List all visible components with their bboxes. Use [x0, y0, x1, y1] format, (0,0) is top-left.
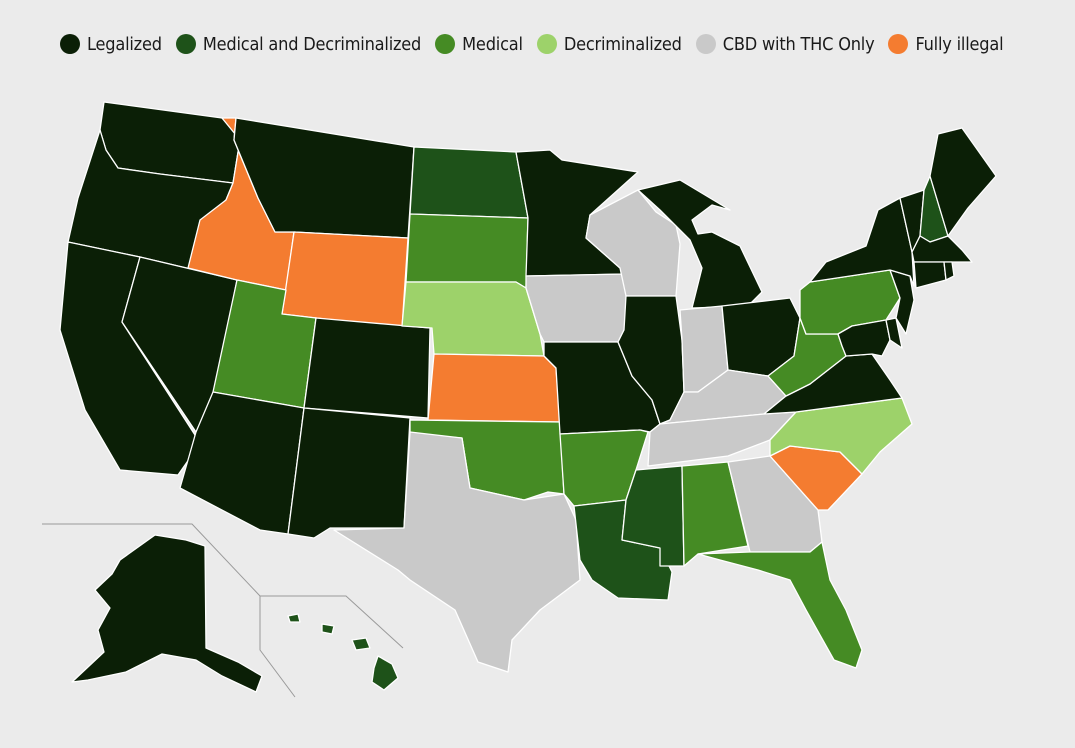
legend-swatch-fully-illegal	[888, 34, 909, 54]
state-connecticut[interactable]	[913, 261, 947, 289]
state-wisconsin[interactable]	[585, 189, 681, 297]
hawaii-oahu	[321, 623, 335, 635]
state-iowa[interactable]	[525, 273, 637, 343]
hawaii-big-island	[371, 655, 399, 691]
legend-label-cbd-thc: CBD with THC Only	[722, 33, 875, 55]
state-massachusetts[interactable]	[911, 235, 973, 263]
state-north-dakota[interactable]	[409, 146, 529, 219]
state-alaska[interactable]	[71, 534, 263, 693]
legend-swatch-cbd-thc	[695, 34, 716, 54]
legend-item-medical: Medical	[435, 34, 523, 55]
state-hawaii[interactable]	[287, 613, 399, 691]
state-kansas[interactable]	[427, 353, 561, 423]
legend-label-medical-decriminalized: Medical and Decriminalized	[202, 33, 422, 55]
state-colorado[interactable]	[303, 317, 431, 419]
legend-swatch-decriminalized	[536, 34, 557, 54]
state-maine[interactable]	[929, 127, 997, 237]
state-delaware[interactable]	[885, 317, 903, 349]
legend-label-medical: Medical	[462, 33, 523, 55]
state-south-dakota[interactable]	[405, 213, 529, 289]
hawaii-maui	[351, 637, 371, 651]
state-alabama[interactable]	[681, 461, 749, 567]
legend-item-decriminalized: Decriminalized	[536, 33, 682, 55]
legend-label-decriminalized: Decriminalized	[563, 33, 682, 55]
legend: Legalized Medical and Decriminalized Med…	[60, 32, 1017, 56]
legend-swatch-medical	[435, 34, 456, 54]
state-wyoming[interactable]	[281, 231, 409, 329]
inset-divider	[42, 523, 404, 649]
legend-swatch-medical-decriminalized	[175, 34, 196, 54]
state-michigan[interactable]	[637, 179, 763, 309]
hawaii-kauai	[287, 613, 301, 623]
state-florida[interactable]	[697, 541, 863, 669]
legend-label-fully-illegal: Fully illegal	[915, 33, 1004, 55]
legend-item-medical-decriminalized: Medical and Decriminalized	[175, 33, 422, 55]
state-new-mexico[interactable]	[287, 407, 411, 539]
state-rhode-island[interactable]	[943, 261, 955, 281]
state-texas[interactable]	[333, 431, 581, 673]
legend-item-legalized: Legalized	[60, 34, 162, 55]
legend-item-cbd-thc: CBD with THC Only	[695, 33, 875, 55]
state-new-york[interactable]	[809, 197, 915, 287]
legend-label-legalized: Legalized	[87, 33, 162, 55]
legend-item-fully-illegal: Fully illegal	[888, 33, 1004, 55]
inset-divider-hawaii	[259, 596, 296, 698]
state-maryland[interactable]	[837, 319, 891, 357]
legend-swatch-legalized	[60, 34, 80, 54]
